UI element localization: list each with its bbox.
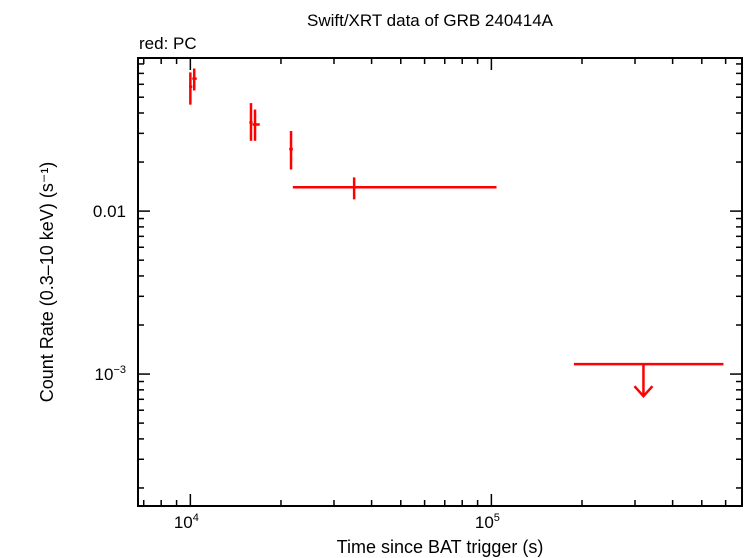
y-tick-label: 10−3	[95, 364, 126, 384]
x-tick-label: 105	[475, 512, 500, 532]
plot-frame	[137, 57, 743, 507]
data-point	[249, 103, 253, 141]
data-point	[189, 72, 193, 105]
upper-limit-arrow-head	[633, 385, 654, 399]
data-point	[292, 177, 497, 200]
tick-labels: 104 105 0.01 10−3	[93, 202, 500, 532]
data-point	[289, 131, 293, 170]
upper-limit	[573, 362, 724, 399]
chart-title: Swift/XRT data of GRB 240414A	[307, 11, 554, 30]
data-marks	[189, 68, 724, 399]
x-tick-label: 104	[174, 512, 199, 532]
x-axis-label: Time since BAT trigger (s)	[337, 537, 544, 557]
chart-subtitle: red: PC	[139, 34, 197, 53]
y-axis-label: Count Rate (0.3–10 keV) (s⁻¹)	[37, 162, 57, 403]
data-point	[252, 109, 260, 141]
data-point	[192, 68, 197, 91]
y-tick-label: 0.01	[93, 202, 126, 221]
axis-ticks	[138, 58, 742, 506]
